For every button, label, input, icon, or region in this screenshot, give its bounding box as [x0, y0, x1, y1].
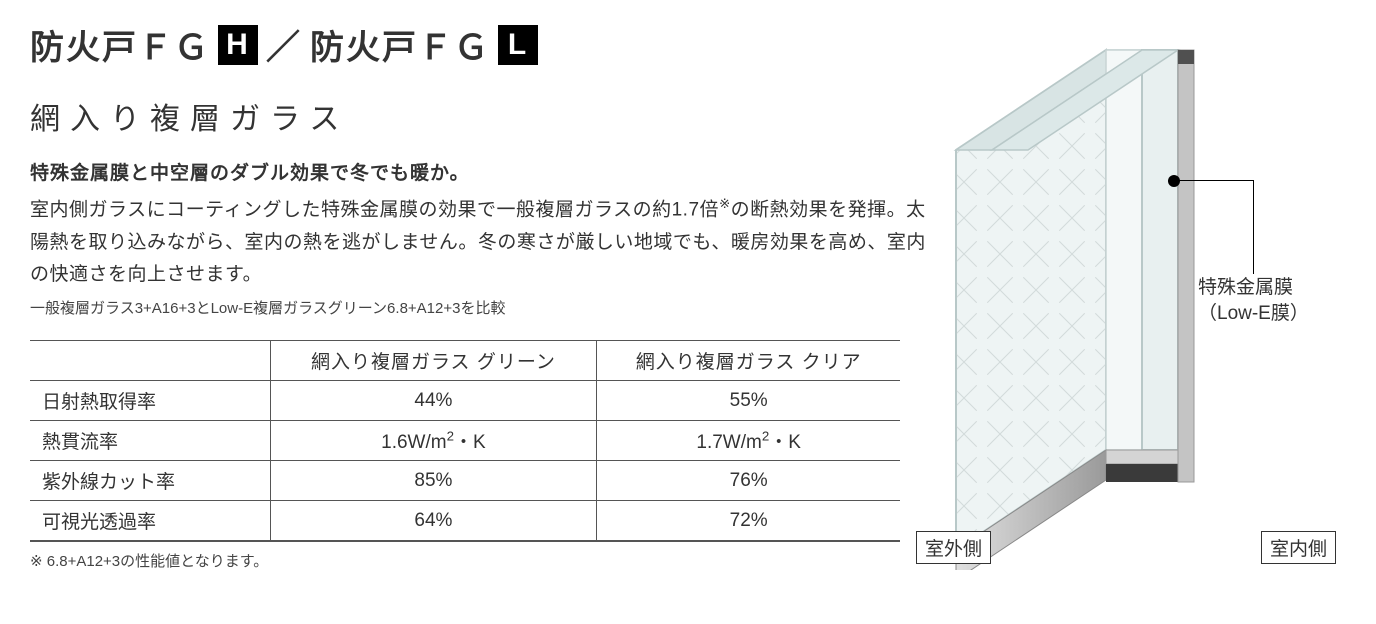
cell: 1.6W/m2・K	[270, 421, 597, 461]
row-label: 可視光透過率	[30, 501, 270, 542]
footnote: ※ 6.8+A12+3の性能値となります。	[30, 550, 945, 571]
cell: 55%	[597, 381, 900, 421]
title-part1: 防火戸ＦＧ	[30, 20, 210, 69]
col-header-clear: 網入り複層ガラス クリア	[597, 341, 900, 381]
badge-h: H	[218, 25, 258, 65]
indoor-label: 室内側	[1261, 531, 1336, 564]
callout-vline	[1253, 180, 1254, 274]
row-label: 紫外線カット率	[30, 461, 270, 501]
table-row: 紫外線カット率 85% 76%	[30, 461, 900, 501]
cell: 44%	[270, 381, 597, 421]
outdoor-label: 室外側	[916, 531, 991, 564]
cell: 64%	[270, 501, 597, 542]
row-label: 熱貫流率	[30, 421, 270, 461]
comparison-note: 一般複層ガラス3+A16+3とLow-E複層ガラスグリーン6.8+A12+3を比…	[30, 297, 945, 318]
table-row: 日射熱取得率 44% 55%	[30, 381, 900, 421]
table-corner	[30, 341, 270, 381]
cell: 72%	[597, 501, 900, 542]
title-slash: ／	[266, 20, 302, 69]
glass-diagram: 特殊金属膜 （Low-E膜） 室外側 室内側	[946, 20, 1326, 570]
table-row: 熱貫流率 1.6W/m2・K 1.7W/m2・K	[30, 421, 900, 461]
spec-table: 網入り複層ガラス グリーン 網入り複層ガラス クリア 日射熱取得率 44% 55…	[30, 340, 900, 542]
subtitle: 網入り複層ガラス	[30, 94, 945, 138]
title-part2: 防火戸ＦＧ	[310, 20, 490, 69]
callout-text: 特殊金属膜 （Low-E膜）	[1198, 275, 1309, 326]
table-row: 可視光透過率 64% 72%	[30, 501, 900, 542]
callout-dot-icon	[1168, 175, 1180, 187]
callout-line1: 特殊金属膜	[1198, 277, 1293, 298]
body-text: 室内側ガラスにコーティングした特殊金属膜の効果で一般複層ガラスの約1.7倍※の断…	[30, 193, 945, 291]
cell: 85%	[270, 461, 597, 501]
col-header-green: 網入り複層ガラス グリーン	[270, 341, 597, 381]
callout-line	[1178, 180, 1253, 181]
row-label: 日射熱取得率	[30, 381, 270, 421]
cell: 76%	[597, 461, 900, 501]
callout-line2: （Low-E膜）	[1198, 303, 1309, 324]
lead-text: 特殊金属膜と中空層のダブル効果で冬でも暖か。	[30, 158, 945, 185]
cell: 1.7W/m2・K	[597, 421, 900, 461]
badge-l: L	[498, 25, 538, 65]
